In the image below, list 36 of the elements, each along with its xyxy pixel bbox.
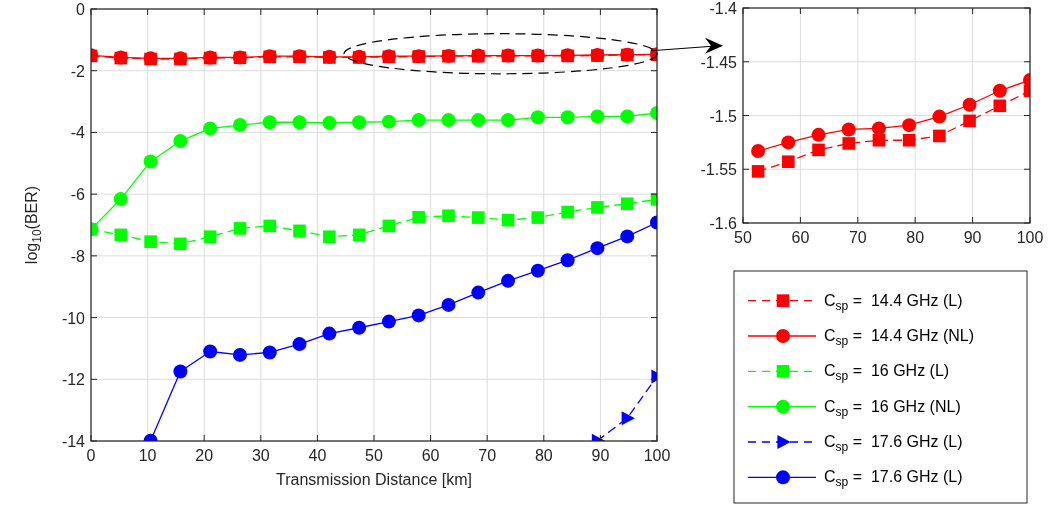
y-tick-label: -1.55 [700, 161, 738, 179]
x-tick-label: 20 [195, 447, 214, 464]
legend-label: C$_{sp}$ = 16 GHz (NL) [824, 397, 961, 419]
y-tick-label: -12 [61, 371, 86, 389]
x-tick-label: 70 [478, 447, 497, 464]
y-tick-label: -4 [70, 124, 86, 142]
y-tick-label: -1.4 [709, 0, 738, 17]
x-tick-label: 60 [421, 447, 440, 464]
y-tick-label: -6 [70, 186, 86, 204]
y-tick-label: -1.45 [700, 53, 738, 71]
x-tick-label: 70 [848, 229, 867, 246]
y-tick-label: -1.6 [709, 215, 738, 232]
legend-label: C$_{sp}$ = 16 GHz (L) [824, 362, 950, 383]
x-tick-label: 80 [534, 447, 553, 464]
y-tick-label: -2 [70, 62, 86, 80]
y-tick-label: -14 [61, 433, 86, 450]
legend-label: C$_{sp}$ = 17.6 GHz (L) [824, 468, 963, 489]
x-tick-label: 100 [643, 447, 671, 464]
x-axis-title: Transmission Distance [km] [276, 471, 472, 488]
legend-label: C$_{sp}$ = 17.6 GHz (L) [824, 433, 963, 454]
x-tick-label: 90 [591, 447, 610, 464]
x-tick-label: 10 [138, 447, 157, 464]
x-tick-label: 80 [906, 229, 925, 246]
x-tick-label: 60 [791, 229, 810, 246]
y-tick-label: -1.5 [709, 107, 738, 125]
x-tick-label: 40 [308, 447, 327, 464]
legend-label: C$_{sp}$ = 14.4 GHz (L) [824, 291, 963, 313]
x-tick-label: 90 [963, 229, 982, 246]
y-tick-label: -10 [61, 309, 86, 327]
x-tick-label: 100 [1016, 229, 1044, 246]
x-tick-label: 30 [251, 447, 270, 464]
y-tick-label: -8 [70, 247, 86, 265]
x-tick-label: 50 [365, 447, 383, 464]
legend-label: C$_{sp}$ = 14.4 GHz (NL) [824, 327, 975, 348]
y-tick-label: 0 [76, 1, 86, 18]
x-tick-label: 50 [734, 229, 752, 246]
